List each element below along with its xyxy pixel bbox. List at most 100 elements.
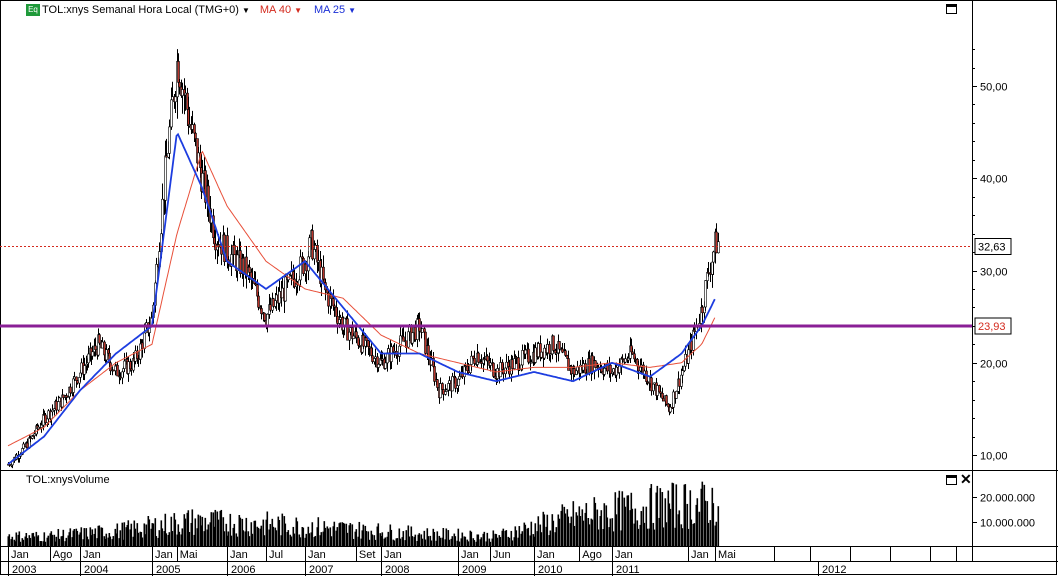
volume-bar — [421, 538, 424, 546]
candle-body — [155, 264, 158, 284]
volume-bar — [364, 525, 367, 546]
month-label: Jan — [537, 549, 555, 561]
volume-bar — [489, 541, 492, 546]
volume-bar — [50, 531, 53, 546]
volume-bar — [630, 492, 633, 546]
candle-body — [549, 353, 552, 356]
volume-bar — [479, 539, 482, 546]
volume-bar — [79, 532, 82, 546]
y-tick-label: 20,00 — [980, 359, 1008, 371]
volume-bar — [154, 518, 157, 546]
volume-bar — [560, 510, 563, 546]
title-dropdown-icon[interactable]: ▼ — [241, 5, 250, 15]
volume-bar — [155, 536, 158, 546]
candle-body — [567, 358, 570, 371]
volume-bar — [194, 518, 197, 546]
volume-bar — [361, 530, 364, 546]
candle-body — [704, 280, 707, 308]
volume-bar — [501, 530, 504, 546]
month-label: Jan — [691, 549, 709, 561]
candle-body — [427, 345, 430, 359]
volume-bar — [158, 530, 161, 546]
volume-bar — [472, 538, 475, 546]
volume-bar — [639, 524, 642, 546]
volume-bar — [668, 503, 671, 546]
candle-body — [65, 395, 68, 398]
volume-bar — [588, 524, 591, 546]
volume-bar — [675, 484, 678, 546]
candle-body — [527, 348, 530, 363]
volume-bar — [386, 536, 389, 546]
volume-bar — [496, 537, 499, 546]
volume-bar — [564, 513, 567, 546]
volume-bar — [432, 528, 435, 546]
volume-bar — [280, 535, 283, 546]
volume-bar — [383, 538, 386, 546]
volume-bar — [126, 525, 129, 546]
volume-bar — [254, 520, 257, 546]
ma40-legend[interactable]: MA 40 — [259, 4, 292, 16]
volume-bar — [105, 533, 108, 546]
volume-bar — [698, 511, 701, 546]
volume-bar — [247, 531, 250, 546]
volume-bar — [292, 526, 295, 546]
volume-bar — [476, 534, 479, 546]
volume-bar — [715, 521, 718, 546]
candle-body — [621, 358, 624, 360]
candle-body — [439, 383, 442, 399]
volume-bar — [709, 520, 712, 546]
volume-bar — [305, 533, 308, 546]
volume-bar — [448, 539, 451, 546]
ma25-dropdown-icon[interactable]: ▼ — [348, 5, 357, 15]
volume-bar — [515, 530, 518, 546]
volume-bar — [631, 508, 634, 546]
volume-bar — [576, 515, 579, 546]
volume-bar — [289, 534, 292, 546]
volume-bar — [83, 528, 86, 546]
volume-bar — [674, 527, 677, 546]
volume-bar — [28, 535, 31, 546]
candle-body — [445, 389, 448, 392]
volume-bar — [86, 536, 89, 546]
volume-bar — [177, 524, 180, 546]
volume-bar — [599, 516, 602, 546]
volume-bars — [7, 481, 720, 546]
volume-maximize-icon[interactable] — [946, 475, 957, 485]
volume-bar — [65, 537, 68, 546]
volume-bar — [401, 537, 404, 546]
volume-bar — [176, 534, 179, 546]
vol-y-tick-label: 20.000.000 — [980, 493, 1035, 505]
volume-bar — [238, 515, 241, 546]
volume-bar — [78, 534, 81, 546]
month-label: Jan — [615, 549, 633, 561]
volume-bar — [132, 536, 135, 546]
volume-bar — [22, 539, 25, 546]
candle-body — [170, 99, 173, 128]
volume-bar — [248, 536, 251, 546]
volume-bar — [608, 527, 611, 546]
volume-bar — [141, 537, 144, 546]
volume-bar — [627, 495, 630, 546]
volume-bar — [554, 532, 557, 546]
volume-bar — [24, 536, 27, 546]
volume-bar — [582, 520, 585, 546]
volume-bar — [259, 528, 262, 546]
volume-bar — [21, 538, 24, 546]
month-label: Jul — [269, 549, 283, 561]
volume-bar — [68, 532, 71, 546]
candle-body — [184, 92, 187, 96]
year-label: 2004 — [84, 564, 108, 576]
candle-body — [119, 376, 122, 379]
ma40-dropdown-icon[interactable]: ▼ — [294, 5, 302, 15]
volume-bar — [333, 521, 336, 546]
support-price-box — [974, 317, 1012, 335]
close-icon[interactable]: ✕ — [960, 471, 972, 487]
candle-body — [524, 349, 527, 355]
volume-bar — [85, 528, 88, 546]
volume-bar — [19, 541, 22, 546]
volume-bar — [251, 533, 254, 546]
volume-bar — [690, 519, 693, 546]
volume-bar — [199, 515, 202, 546]
maximize-icon[interactable] — [946, 4, 957, 14]
ma25-legend[interactable]: MA 25 — [313, 4, 346, 16]
